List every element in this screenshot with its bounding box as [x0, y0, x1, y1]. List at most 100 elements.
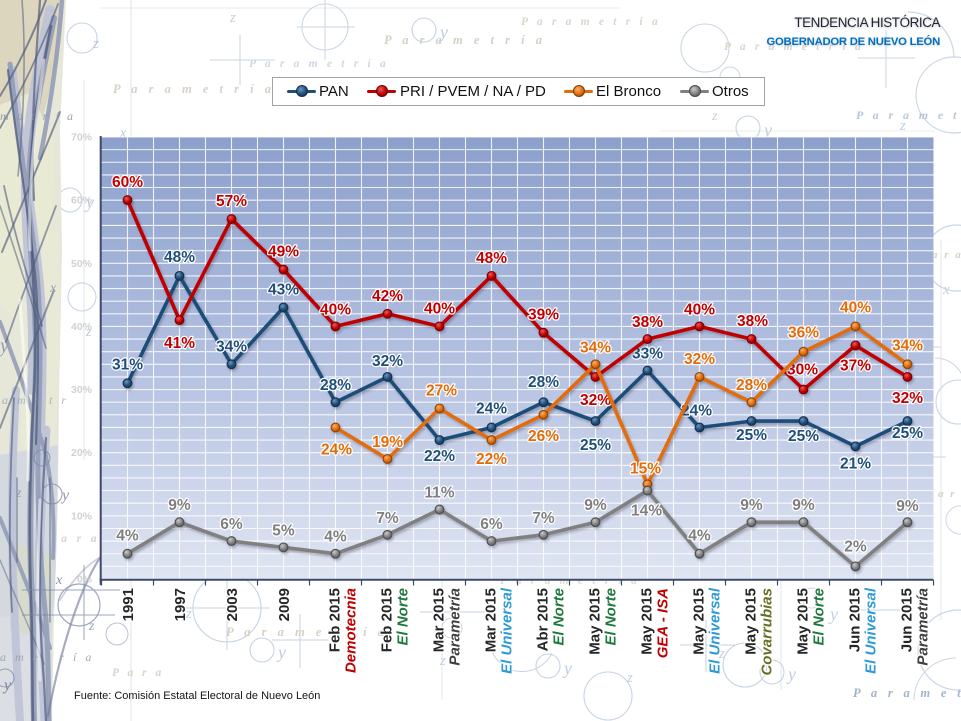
svg-text:z: z: [626, 670, 633, 686]
svg-text:z: z: [92, 36, 99, 52]
svg-text:48%: 48%: [476, 250, 507, 267]
svg-text:9%: 9%: [168, 497, 191, 514]
svg-text:7%: 7%: [532, 510, 555, 527]
svg-text:z: z: [85, 325, 92, 340]
svg-text:Feb 2015: Feb 2015: [327, 588, 344, 652]
svg-text:a m e t r: a m e t r: [2, 393, 69, 407]
svg-text:9%: 9%: [792, 497, 815, 514]
svg-text:25%: 25%: [892, 425, 923, 442]
svg-text:34%: 34%: [580, 339, 611, 356]
svg-text:y: y: [828, 604, 838, 624]
svg-text:May 2015: May 2015: [639, 588, 656, 655]
svg-text:7%: 7%: [376, 510, 399, 527]
svg-text:32%: 32%: [580, 392, 611, 409]
svg-text:14%: 14%: [631, 503, 662, 520]
svg-text:May 2015: May 2015: [795, 588, 812, 655]
svg-text:32%: 32%: [372, 353, 403, 370]
svg-text:El Universal: El Universal: [499, 587, 516, 674]
svg-text:24%: 24%: [476, 401, 507, 418]
svg-text:May 2015: May 2015: [587, 588, 604, 655]
svg-text:P a r a m e t r í a: P a r a m e t r í a: [226, 625, 388, 639]
svg-text:60%: 60%: [71, 195, 93, 207]
svg-text:30%: 30%: [787, 362, 818, 379]
svg-text:40%: 40%: [840, 299, 871, 316]
svg-text:P a r a m e t r í a: P a r a m e t r í a: [521, 16, 661, 28]
svg-text:70%: 70%: [71, 132, 93, 144]
svg-text:60%: 60%: [112, 174, 143, 191]
svg-text:1997: 1997: [172, 588, 189, 621]
svg-text:2003: 2003: [224, 588, 241, 621]
svg-text:48%: 48%: [164, 249, 195, 266]
svg-text:x: x: [55, 573, 63, 588]
svg-text:28%: 28%: [528, 374, 559, 391]
svg-text:49%: 49%: [268, 244, 299, 261]
svg-text:41%: 41%: [164, 335, 195, 352]
svg-text:Demotecnia: Demotecnia: [343, 588, 360, 673]
svg-text:z: z: [229, 10, 236, 26]
svg-text:25%: 25%: [788, 428, 819, 445]
svg-text:El Universal: El Universal: [863, 587, 880, 674]
svg-text:y: y: [0, 335, 9, 357]
svg-text:4%: 4%: [116, 528, 139, 545]
svg-text:30%: 30%: [71, 384, 93, 396]
svg-text:25%: 25%: [736, 427, 767, 444]
svg-text:34%: 34%: [892, 337, 923, 354]
svg-text:9%: 9%: [584, 497, 607, 514]
svg-text:39%: 39%: [528, 307, 559, 324]
svg-text:Covarrubias: Covarrubias: [759, 588, 776, 676]
svg-text:26%: 26%: [528, 428, 559, 445]
svg-text:P a r a m e t r í a: P a r a m e t r í a: [856, 108, 961, 122]
svg-text:28%: 28%: [320, 377, 351, 394]
svg-text:El Norte: El Norte: [395, 588, 412, 646]
svg-text:2%: 2%: [844, 538, 867, 555]
svg-text:31%: 31%: [112, 356, 143, 373]
svg-text:Jun 2015: Jun 2015: [847, 588, 864, 652]
svg-text:19%: 19%: [372, 434, 403, 451]
svg-text:z: z: [88, 619, 95, 634]
svg-text:4%: 4%: [688, 528, 711, 545]
svg-text:x: x: [119, 126, 127, 141]
svg-text:Parametría: Parametría: [447, 588, 464, 666]
svg-text:2009: 2009: [276, 588, 293, 621]
svg-text:43%: 43%: [268, 282, 299, 299]
svg-text:42%: 42%: [372, 288, 403, 305]
svg-text:38%: 38%: [632, 314, 663, 331]
svg-text:15%: 15%: [630, 460, 661, 477]
svg-text:Abr 2015: Abr 2015: [535, 588, 552, 651]
svg-text:21%: 21%: [840, 455, 871, 472]
svg-text:z: z: [711, 109, 718, 124]
svg-text:22%: 22%: [476, 451, 507, 468]
svg-text:x: x: [942, 282, 950, 298]
svg-text:24%: 24%: [681, 403, 712, 420]
svg-text:El Universal: El Universal: [707, 587, 724, 674]
svg-text:Feb 2015: Feb 2015: [379, 588, 396, 652]
svg-text:10%: 10%: [71, 510, 93, 522]
svg-text:6%: 6%: [480, 516, 503, 533]
svg-text:9%: 9%: [896, 498, 919, 515]
svg-text:36%: 36%: [788, 325, 819, 342]
svg-text:May 2015: May 2015: [743, 588, 760, 655]
svg-text:P a r a m e t r í a: P a r a m e t r í a: [724, 41, 864, 53]
svg-text:27%: 27%: [426, 383, 457, 400]
svg-text:Parametría: Parametría: [915, 588, 932, 666]
svg-text:Mar 2015: Mar 2015: [431, 588, 448, 652]
svg-text:a r a: a r a: [938, 488, 961, 500]
svg-text:P a r a m e t r í a: P a r a m e t r í a: [249, 58, 389, 70]
svg-text:P a r a m e t r í a: P a r a m e t r í a: [384, 33, 546, 47]
svg-text:24%: 24%: [321, 442, 352, 459]
svg-text:z: z: [718, 646, 725, 662]
svg-text:34%: 34%: [216, 338, 247, 355]
svg-text:P a r a m e t r i a: P a r a m e t r i a: [853, 686, 961, 700]
svg-text:a r a: a r a: [932, 249, 961, 261]
svg-text:40%: 40%: [71, 321, 93, 333]
svg-text:32%: 32%: [892, 390, 923, 407]
svg-text:50%: 50%: [71, 258, 93, 270]
svg-text:40%: 40%: [320, 301, 351, 318]
svg-text:40%: 40%: [684, 301, 715, 318]
svg-text:0%: 0%: [77, 574, 93, 586]
svg-text:9%: 9%: [740, 497, 763, 514]
svg-text:5%: 5%: [272, 522, 295, 539]
svg-text:GEA - ISA: GEA - ISA: [655, 588, 672, 658]
svg-text:z: z: [899, 118, 906, 134]
svg-text:22%: 22%: [424, 448, 455, 465]
